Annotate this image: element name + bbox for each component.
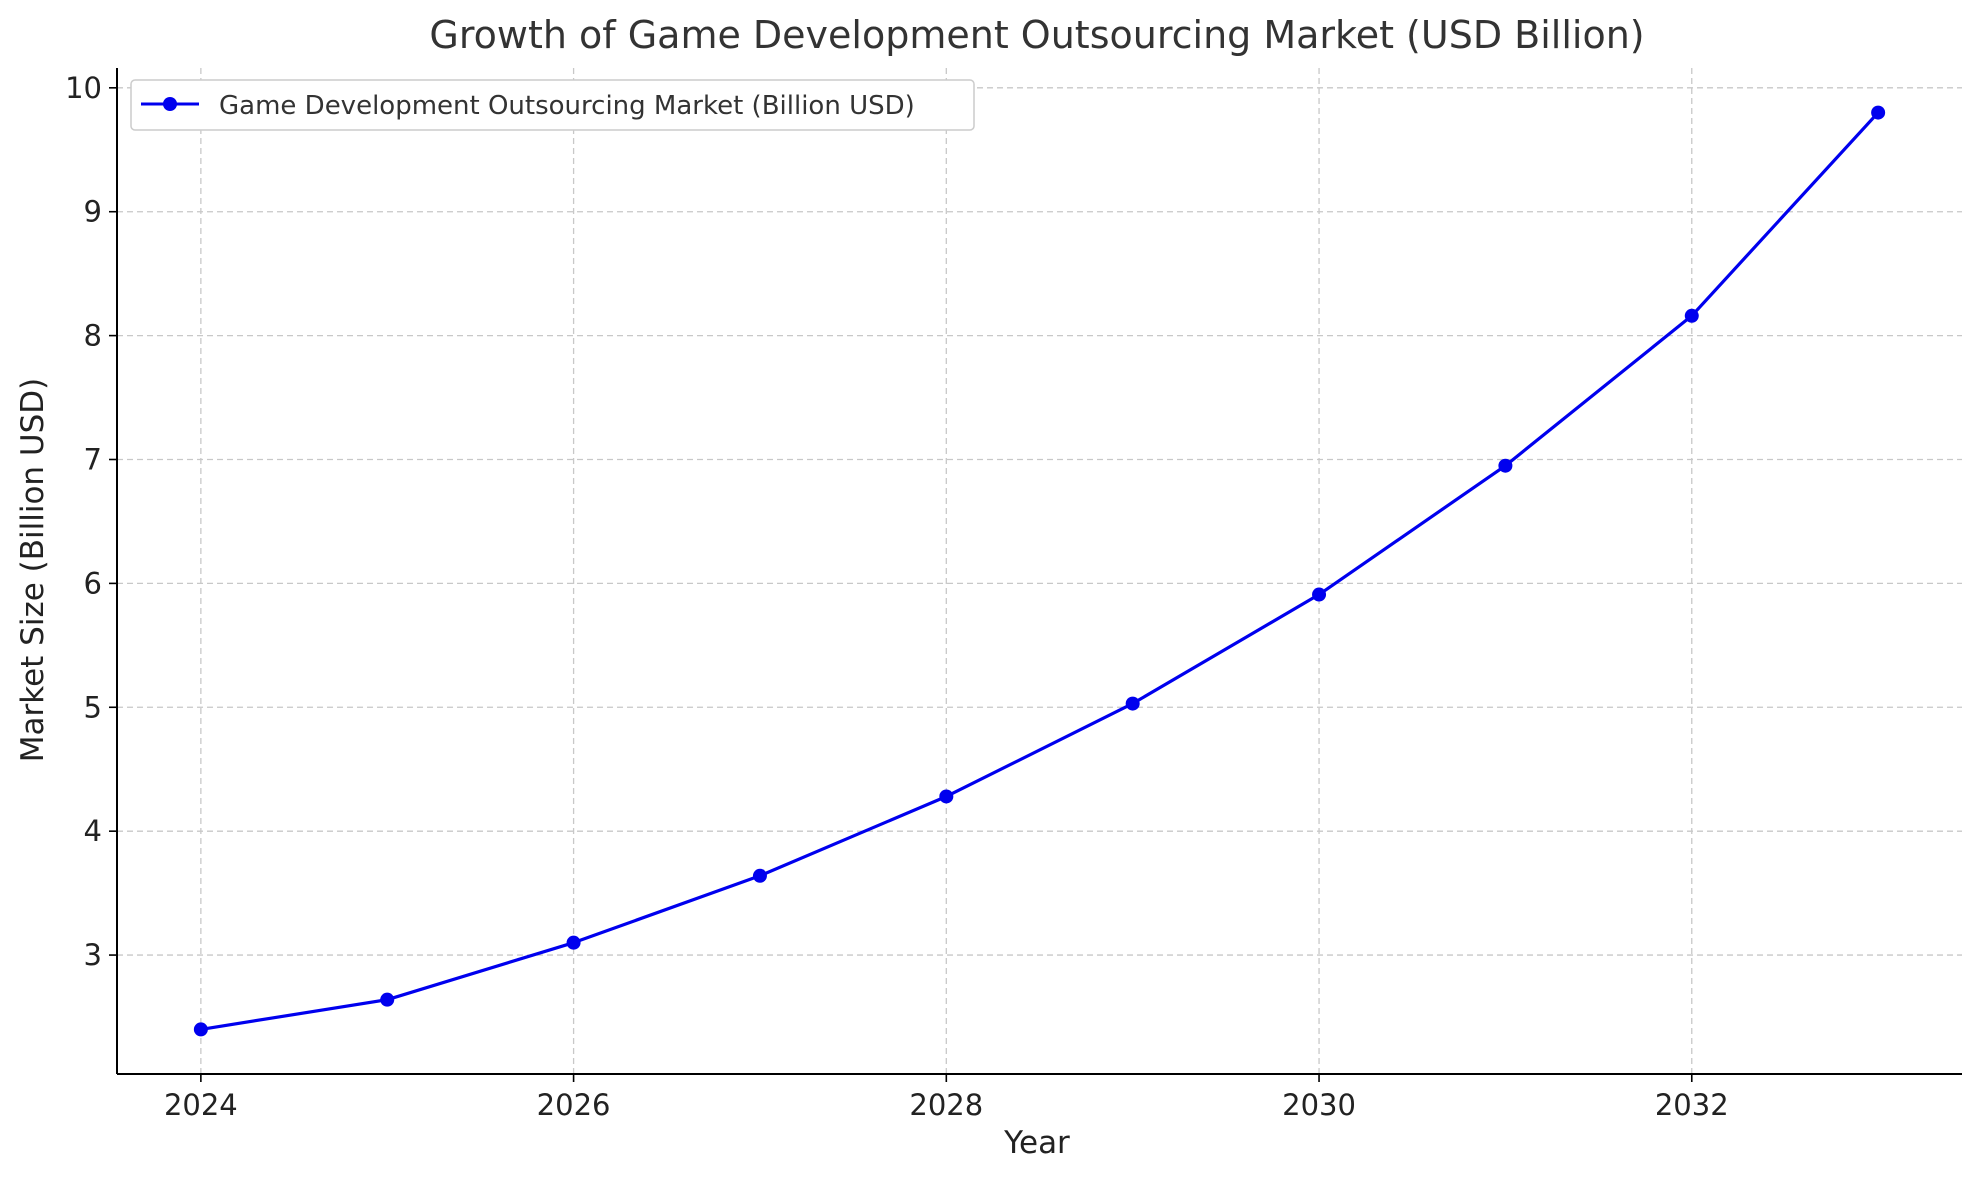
y-tick-label: 7: [84, 442, 102, 476]
data-point: [1312, 587, 1327, 602]
legend-label: Game Development Outsourcing Market (Bil…: [219, 91, 915, 121]
grid: [117, 68, 1962, 1074]
x-tick-label: 2032: [1655, 1088, 1729, 1122]
x-axis-label: Year: [1003, 1125, 1070, 1161]
y-tick-label: 8: [84, 319, 102, 353]
data-point: [939, 789, 954, 804]
y-axis-ticks: 3 4 5 6 7 8 9 10: [65, 71, 117, 972]
y-tick-label: 9: [84, 195, 102, 229]
y-tick-label: 3: [84, 938, 102, 972]
x-tick-label: 2026: [537, 1088, 611, 1122]
data-point: [1871, 105, 1886, 120]
y-tick-label: 6: [84, 566, 102, 600]
y-axis-label: Market Size (Billion USD): [15, 378, 51, 763]
y-tick-label: 4: [84, 814, 102, 848]
data-point: [566, 935, 581, 950]
data-point: [1498, 458, 1513, 473]
series-group: [193, 105, 1886, 1037]
legend-marker-swatch: [163, 97, 177, 111]
chart-title: Growth of Game Development Outsourcing M…: [429, 13, 1644, 57]
legend-box: [130, 79, 975, 131]
y-tick-label: 5: [84, 690, 102, 724]
x-axis-ticks: 2024 2026 2028 2030 2032: [164, 1074, 1729, 1122]
series-line: [200, 111, 1880, 1031]
data-point: [752, 868, 767, 883]
x-tick-label: 2030: [1282, 1088, 1356, 1122]
data-point: [1684, 308, 1699, 323]
x-tick-label: 2024: [164, 1088, 238, 1122]
data-point: [193, 1022, 208, 1037]
x-tick-label: 2028: [909, 1088, 983, 1122]
legend: Game Development Outsourcing Market (Bil…: [130, 79, 975, 131]
data-point: [380, 992, 395, 1007]
y-tick-label: 10: [65, 71, 102, 105]
axes: [116, 68, 1962, 1075]
data-point: [1125, 696, 1140, 711]
